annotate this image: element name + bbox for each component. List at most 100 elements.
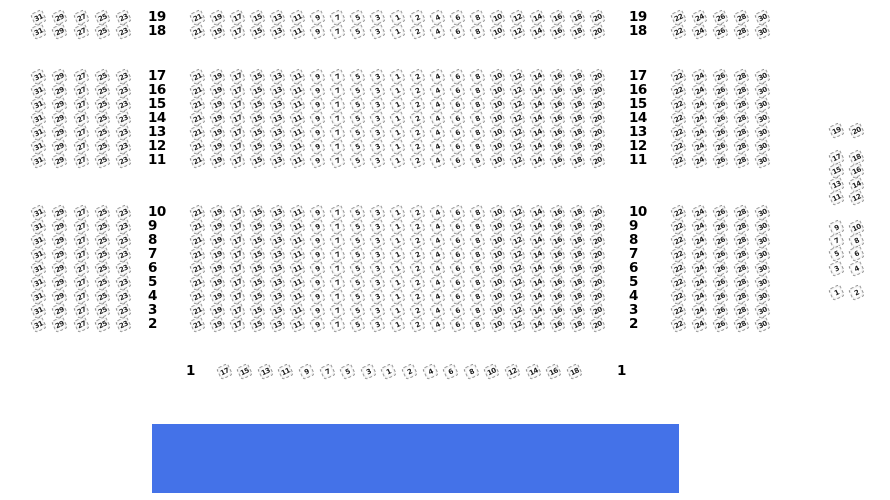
seat[interactable]: 25	[93, 273, 111, 291]
seat[interactable]: 19	[208, 315, 226, 333]
seat[interactable]: 24	[690, 259, 708, 277]
seat[interactable]: 31	[29, 203, 47, 221]
seat[interactable]: 4	[428, 137, 446, 155]
seat[interactable]: 29	[50, 151, 68, 169]
seat[interactable]: 4	[428, 273, 446, 291]
seat[interactable]: 9	[308, 109, 326, 127]
seat[interactable]: 19	[208, 123, 226, 141]
seat[interactable]: 8	[468, 245, 486, 263]
seat[interactable]: 29	[50, 8, 68, 26]
seat[interactable]: 9	[308, 123, 326, 141]
seat[interactable]: 11	[277, 362, 295, 380]
seat[interactable]: 6	[448, 259, 466, 277]
seat[interactable]: 14	[528, 95, 546, 113]
seat[interactable]: 24	[690, 203, 708, 221]
seat[interactable]: 1	[388, 81, 406, 99]
seat[interactable]: 17	[228, 301, 246, 319]
seat[interactable]: 6	[448, 137, 466, 155]
seat[interactable]: 22	[669, 273, 687, 291]
seat[interactable]: 31	[29, 95, 47, 113]
seat[interactable]: 29	[50, 109, 68, 127]
seat[interactable]: 25	[93, 259, 111, 277]
seat[interactable]: 9	[308, 245, 326, 263]
seat[interactable]: 16	[548, 231, 566, 249]
seat[interactable]: 25	[93, 315, 111, 333]
seat[interactable]: 16	[548, 123, 566, 141]
seat[interactable]: 5	[348, 301, 366, 319]
seat[interactable]: 5	[348, 273, 366, 291]
seat[interactable]: 13	[268, 259, 286, 277]
seat[interactable]: 5	[348, 151, 366, 169]
seat[interactable]: 15	[248, 315, 266, 333]
seat[interactable]: 28	[732, 301, 750, 319]
seat[interactable]: 22	[669, 137, 687, 155]
seat[interactable]: 1	[388, 123, 406, 141]
seat[interactable]: 28	[732, 151, 750, 169]
seat[interactable]: 8	[468, 67, 486, 85]
seat[interactable]: 10	[488, 203, 506, 221]
seat[interactable]: 7	[328, 231, 346, 249]
seat[interactable]: 20	[588, 231, 606, 249]
seat[interactable]: 1	[827, 283, 845, 301]
seat[interactable]: 15	[248, 8, 266, 26]
seat[interactable]: 6	[448, 151, 466, 169]
seat[interactable]: 28	[732, 259, 750, 277]
seat[interactable]: 3	[368, 231, 386, 249]
seat[interactable]: 3	[368, 301, 386, 319]
seat[interactable]: 21	[188, 217, 206, 235]
seat[interactable]: 11	[827, 188, 845, 206]
seat[interactable]: 8	[468, 8, 486, 26]
seat[interactable]: 26	[711, 8, 729, 26]
seat[interactable]: 27	[72, 203, 90, 221]
seat[interactable]: 28	[732, 217, 750, 235]
seat[interactable]: 23	[114, 287, 132, 305]
seat[interactable]: 9	[308, 137, 326, 155]
seat[interactable]: 27	[72, 137, 90, 155]
seat[interactable]: 23	[114, 109, 132, 127]
seat[interactable]: 16	[548, 315, 566, 333]
seat[interactable]: 18	[568, 273, 586, 291]
seat[interactable]: 6	[448, 231, 466, 249]
seat[interactable]: 21	[188, 231, 206, 249]
seat[interactable]: 26	[711, 301, 729, 319]
seat[interactable]: 4	[428, 301, 446, 319]
seat[interactable]: 1	[388, 109, 406, 127]
seat[interactable]: 29	[50, 287, 68, 305]
seat[interactable]: 4	[428, 231, 446, 249]
seat[interactable]: 15	[248, 151, 266, 169]
seat[interactable]: 2	[408, 245, 426, 263]
seat[interactable]: 12	[508, 217, 526, 235]
seat[interactable]: 15	[248, 245, 266, 263]
seat[interactable]: 28	[732, 67, 750, 85]
seat[interactable]: 28	[732, 315, 750, 333]
seat[interactable]: 19	[827, 121, 845, 139]
seat[interactable]: 20	[588, 109, 606, 127]
seat[interactable]: 26	[711, 151, 729, 169]
seat[interactable]: 31	[29, 301, 47, 319]
seat[interactable]: 2	[408, 231, 426, 249]
seat[interactable]: 13	[268, 81, 286, 99]
seat[interactable]: 14	[528, 109, 546, 127]
seat[interactable]: 13	[268, 203, 286, 221]
seat[interactable]: 11	[288, 137, 306, 155]
seat[interactable]: 24	[690, 301, 708, 319]
seat[interactable]: 31	[29, 67, 47, 85]
seat[interactable]: 20	[588, 315, 606, 333]
seat[interactable]: 5	[348, 217, 366, 235]
seat[interactable]: 10	[488, 67, 506, 85]
seat[interactable]: 20	[588, 81, 606, 99]
seat[interactable]: 23	[114, 259, 132, 277]
seat[interactable]: 11	[288, 259, 306, 277]
seat[interactable]: 3	[368, 123, 386, 141]
seat[interactable]: 1	[388, 245, 406, 263]
seat[interactable]: 16	[548, 287, 566, 305]
seat[interactable]: 2	[408, 217, 426, 235]
seat[interactable]: 15	[248, 137, 266, 155]
seat[interactable]: 21	[188, 315, 206, 333]
seat[interactable]: 27	[72, 151, 90, 169]
seat[interactable]: 27	[72, 315, 90, 333]
seat[interactable]: 25	[93, 287, 111, 305]
seat[interactable]: 30	[753, 123, 771, 141]
seat[interactable]: 10	[488, 151, 506, 169]
seat[interactable]: 16	[544, 362, 563, 380]
